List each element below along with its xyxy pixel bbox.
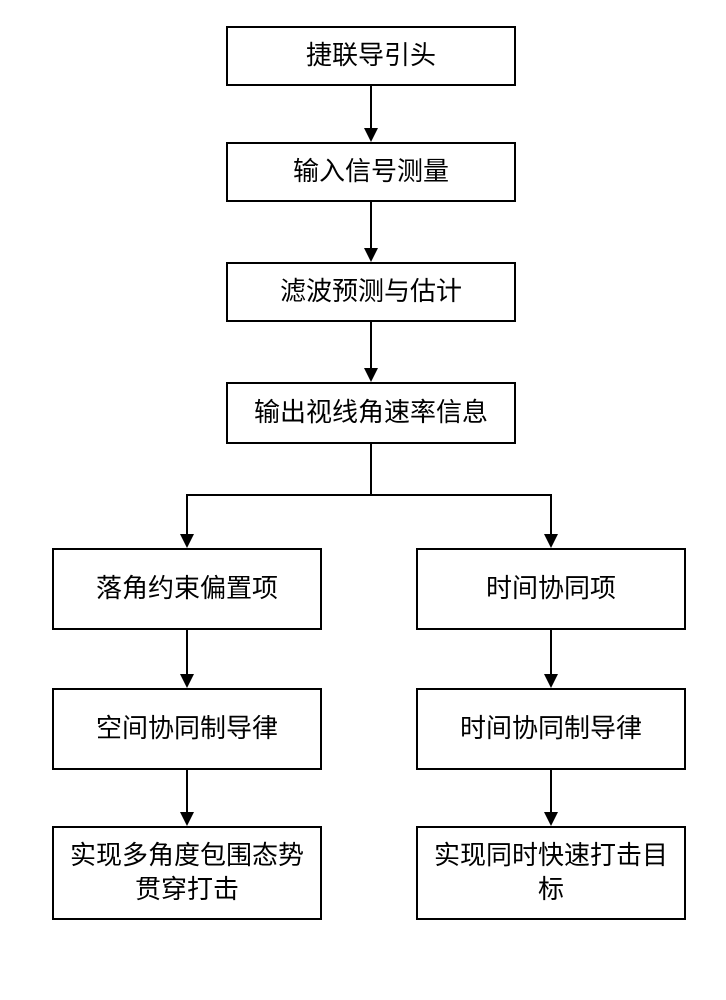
- arrow-down-icon: [364, 368, 378, 382]
- edge-line: [186, 770, 188, 812]
- edge-line: [186, 494, 552, 496]
- node-time-coop-guidance: 时间协同制导律: [416, 688, 686, 770]
- arrow-down-icon: [180, 674, 194, 688]
- edge-line: [186, 630, 188, 674]
- arrow-down-icon: [364, 128, 378, 142]
- edge-line: [550, 630, 552, 674]
- node-label: 空间协同制导律: [96, 712, 278, 746]
- node-label: 滤波预测与估计: [280, 275, 462, 309]
- node-filter-predict: 滤波预测与估计: [226, 262, 516, 322]
- edge-line: [550, 494, 552, 534]
- node-input-signal: 输入信号测量: [226, 142, 516, 202]
- edge-line: [370, 86, 372, 128]
- arrow-down-icon: [180, 812, 194, 826]
- node-label: 时间协同项: [486, 572, 616, 606]
- node-output-los: 输出视线角速率信息: [226, 382, 516, 444]
- node-space-coop-guidance: 空间协同制导律: [52, 688, 322, 770]
- node-label: 输出视线角速率信息: [254, 396, 488, 430]
- arrow-down-icon: [544, 812, 558, 826]
- node-label: 落角约束偏置项: [96, 572, 278, 606]
- edge-line: [370, 444, 372, 494]
- arrow-down-icon: [364, 248, 378, 262]
- arrow-down-icon: [544, 674, 558, 688]
- node-label: 输入信号测量: [293, 155, 449, 189]
- arrow-down-icon: [180, 534, 194, 548]
- edge-line: [186, 494, 188, 534]
- node-impact-angle-bias: 落角约束偏置项: [52, 548, 322, 630]
- edge-line: [370, 202, 372, 248]
- node-simultaneous-strike: 实现同时快速打击目标: [416, 826, 686, 920]
- node-label: 实现同时快速打击目标: [426, 839, 676, 907]
- edge-line: [550, 770, 552, 812]
- node-label: 时间协同制导律: [460, 712, 642, 746]
- node-time-coop-term: 时间协同项: [416, 548, 686, 630]
- node-label: 实现多角度包围态势贯穿打击: [62, 839, 312, 907]
- node-multi-angle-strike: 实现多角度包围态势贯穿打击: [52, 826, 322, 920]
- arrow-down-icon: [544, 534, 558, 548]
- edge-line: [370, 322, 372, 368]
- node-label: 捷联导引头: [306, 39, 436, 73]
- node-seeker: 捷联导引头: [226, 26, 516, 86]
